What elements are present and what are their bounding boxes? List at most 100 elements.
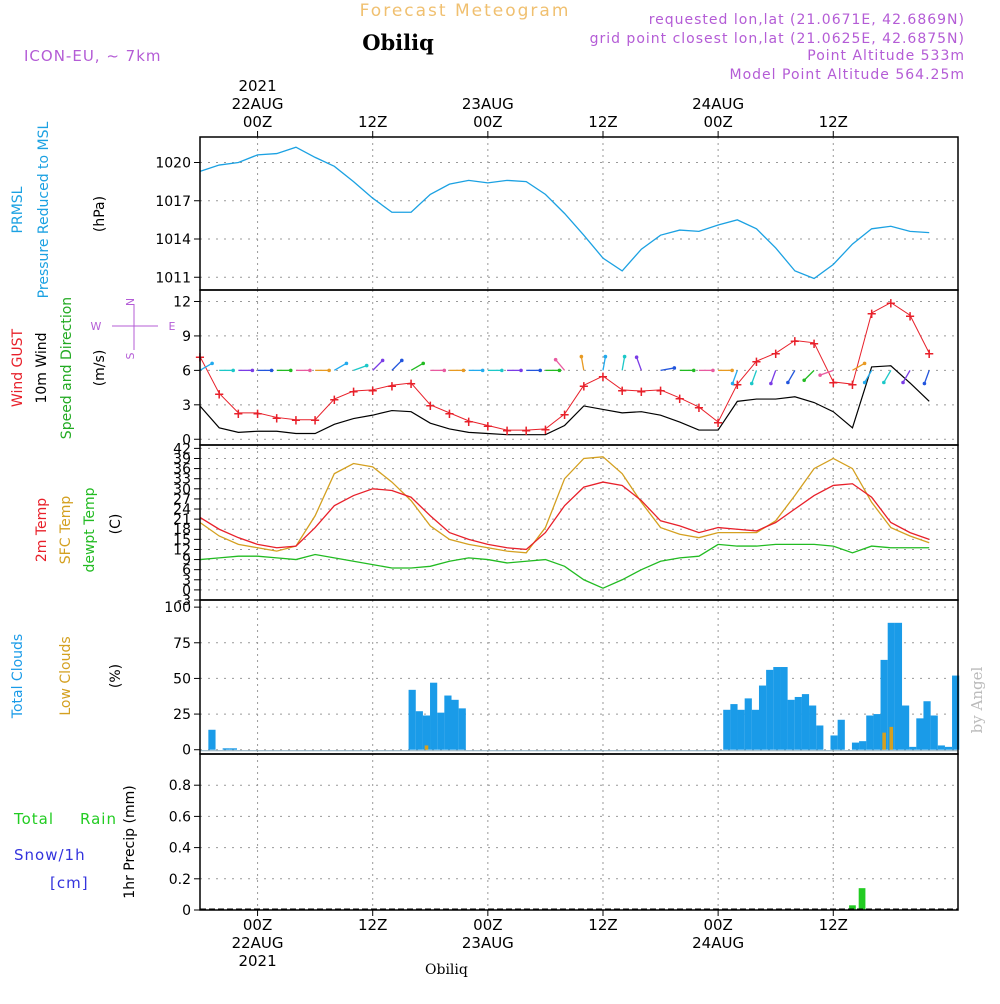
wind-arrow-head — [288, 368, 293, 373]
pressure-series-line — [199, 146, 930, 280]
wind-arrow-head — [250, 368, 255, 373]
x-label-bottom: 12Z — [588, 916, 617, 934]
y-tick-label: 1014 — [155, 232, 191, 248]
meteogram-title: Forecast Meteogram — [360, 1, 571, 21]
panel-frame — [199, 753, 959, 911]
gust-marker: + — [271, 411, 282, 426]
wind-arrow-head — [364, 363, 369, 368]
wind-arrow-head — [882, 380, 886, 385]
wind-arrow-head — [421, 361, 426, 366]
cloud-total-bar — [408, 689, 416, 750]
wind-direction-arrow — [334, 362, 347, 371]
wind-direction-arrow — [555, 359, 566, 371]
precip-unit-label: 1hr Precip (mm) — [122, 785, 138, 898]
y-tick-label: 0 — [182, 743, 191, 759]
gust-marker: + — [521, 424, 532, 439]
model-label: ICON-EU, ~ 7km — [24, 47, 162, 65]
y-tick-label: 0 — [182, 903, 191, 919]
wind-direction-arrow — [635, 356, 642, 371]
x-label-top: 23AUG — [462, 95, 514, 113]
point-info-line: grid point closest lon,lat (21.0625E, 42… — [590, 31, 965, 47]
wind-arrow-head — [519, 368, 523, 373]
cloud-total-bar — [415, 711, 423, 750]
gust-marker: + — [540, 423, 551, 438]
x-label-top: 00Z — [243, 113, 272, 131]
wind-direction-arrow — [902, 370, 911, 383]
watermark: by Angel — [968, 666, 986, 733]
wind-arrow-head — [786, 380, 790, 385]
cloud-total-bar — [837, 719, 845, 750]
gust-marker: + — [290, 414, 301, 429]
wind-direction-arrow — [923, 370, 930, 384]
x-label-top: 00Z — [473, 113, 502, 131]
cloud-total-bar — [923, 701, 931, 750]
sfc-temp-label: SFC Temp — [58, 496, 74, 565]
x-label-top: 12Z — [819, 113, 848, 131]
x-label-bottom: 24AUG — [692, 934, 744, 952]
gust-marker: + — [348, 385, 359, 400]
wind-arrow-head — [231, 368, 235, 373]
rain-bar — [858, 888, 866, 910]
temp-2m-line — [199, 481, 930, 551]
snow-label: Snow/1h — [14, 846, 86, 864]
y-tick-label: 30 — [173, 482, 191, 498]
cloud-total-bar — [422, 715, 431, 750]
cloud-total-bar — [866, 715, 874, 750]
gust-marker: + — [252, 407, 263, 422]
footer-location: Obiliq — [425, 962, 468, 978]
y-tick-label: 1020 — [155, 156, 191, 172]
wind-direction-arrow — [199, 362, 213, 371]
x-label-top: 2021 — [238, 77, 276, 95]
wind-arrow-head — [461, 368, 466, 373]
y-tick-label: 25 — [173, 707, 191, 723]
cloud-total-bar — [744, 698, 752, 750]
wind-arrow-head — [634, 355, 639, 360]
wind-direction-arrow — [621, 356, 626, 371]
y-tick-label: 12 — [173, 542, 191, 558]
cloud-total-bar — [816, 725, 824, 750]
wind-arrow-head — [327, 368, 331, 373]
wind-arrow-head — [538, 368, 543, 373]
y-tick-label: 9 — [182, 553, 191, 569]
cloud-total-bar — [944, 746, 953, 750]
wind-arrow-head — [553, 357, 558, 362]
wind-arrow-head — [691, 368, 696, 373]
wind-arrow-head — [711, 368, 715, 373]
cloud-low-bar — [424, 745, 429, 750]
gust-marker: + — [329, 393, 340, 408]
gust-marker: + — [789, 335, 800, 350]
cloud-total-bar — [773, 667, 781, 750]
compass-n: N — [124, 298, 137, 306]
cloud-total-bar — [880, 659, 888, 750]
y-tick-label: 6 — [182, 363, 191, 379]
wind-direction-arrow — [602, 356, 607, 371]
cloud-total-bar — [851, 742, 860, 750]
cloud-total-bar — [222, 748, 230, 750]
cloud-total-bar — [801, 694, 810, 750]
gust-marker: + — [636, 385, 647, 400]
point-info-line: Point Altitude 533m — [807, 48, 965, 64]
y-tick-label: 75 — [173, 636, 191, 652]
cloud-total-bar — [787, 699, 795, 750]
y-tick-label: 50 — [173, 671, 191, 687]
low-clouds-label: Low Clouds — [58, 636, 74, 715]
gust-marker: + — [463, 415, 474, 430]
rain-label: Rain — [80, 810, 117, 828]
x-label-bottom: 00Z — [473, 916, 502, 934]
point-info-line: Model Point Altitude 564.25m — [730, 67, 965, 83]
wind-arrow-head — [769, 381, 773, 386]
wind-arrow-head — [399, 358, 404, 363]
cloud-total-bar — [730, 704, 738, 750]
wind-arrow-head — [308, 368, 312, 373]
gust-marker: + — [809, 337, 820, 352]
wind-direction-arrow — [787, 370, 796, 383]
gust-marker: + — [751, 355, 762, 370]
y-tick-label: 0 — [182, 583, 191, 599]
gust-marker: + — [367, 384, 378, 399]
gust-marker: + — [559, 408, 570, 423]
wind-arrow-head — [672, 366, 677, 370]
wind-arrow-head — [730, 368, 734, 373]
rain-bar — [849, 905, 856, 910]
snow-unit-label: [cm] — [50, 874, 89, 892]
y-tick-label: 1017 — [155, 194, 191, 210]
